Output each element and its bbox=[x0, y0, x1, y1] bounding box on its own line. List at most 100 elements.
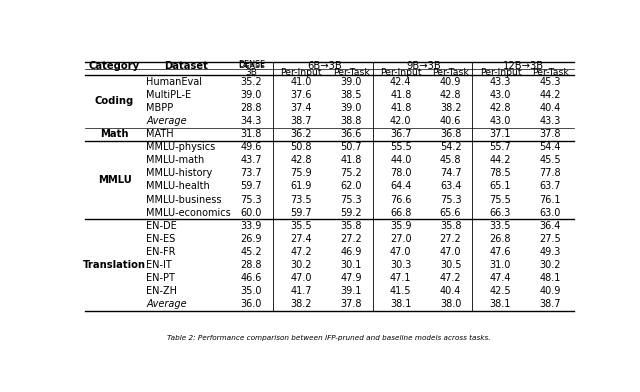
Text: Per-Task: Per-Task bbox=[532, 68, 568, 77]
Text: 44.2: 44.2 bbox=[490, 155, 511, 165]
Text: 38.0: 38.0 bbox=[440, 299, 461, 309]
Text: 47.0: 47.0 bbox=[291, 273, 312, 283]
Text: 30.2: 30.2 bbox=[291, 260, 312, 270]
Text: MMLU-economics: MMLU-economics bbox=[146, 208, 231, 218]
Text: 73.5: 73.5 bbox=[291, 194, 312, 205]
Text: 43.0: 43.0 bbox=[490, 90, 511, 100]
Text: 30.5: 30.5 bbox=[440, 260, 461, 270]
Text: 65.1: 65.1 bbox=[490, 181, 511, 191]
Text: 40.6: 40.6 bbox=[440, 116, 461, 126]
Text: 65.6: 65.6 bbox=[440, 208, 461, 218]
Text: 77.8: 77.8 bbox=[540, 168, 561, 178]
Text: 60.0: 60.0 bbox=[241, 208, 262, 218]
Text: EN-FR: EN-FR bbox=[146, 247, 175, 257]
Text: 35.8: 35.8 bbox=[340, 221, 362, 230]
Text: 28.8: 28.8 bbox=[241, 260, 262, 270]
Text: Per-Task: Per-Task bbox=[432, 68, 469, 77]
Text: 38.2: 38.2 bbox=[440, 103, 461, 113]
Text: Math: Math bbox=[100, 129, 129, 139]
Text: 39.0: 39.0 bbox=[241, 90, 262, 100]
Text: 47.6: 47.6 bbox=[490, 247, 511, 257]
Text: 38.2: 38.2 bbox=[291, 299, 312, 309]
Text: 35.9: 35.9 bbox=[390, 221, 412, 230]
Text: EN-PT: EN-PT bbox=[146, 273, 175, 283]
Text: 37.8: 37.8 bbox=[540, 129, 561, 139]
Text: 31.0: 31.0 bbox=[490, 260, 511, 270]
Text: 33.9: 33.9 bbox=[241, 221, 262, 230]
Text: Category: Category bbox=[89, 61, 140, 71]
Text: Coding: Coding bbox=[95, 96, 134, 106]
Text: 26.8: 26.8 bbox=[490, 234, 511, 244]
Text: EN-IT: EN-IT bbox=[146, 260, 172, 270]
Text: 27.5: 27.5 bbox=[540, 234, 561, 244]
Text: 45.5: 45.5 bbox=[540, 155, 561, 165]
Text: 40.4: 40.4 bbox=[440, 286, 461, 296]
Text: 43.7: 43.7 bbox=[241, 155, 262, 165]
Text: EN-ES: EN-ES bbox=[146, 234, 175, 244]
Text: 55.5: 55.5 bbox=[390, 142, 412, 152]
Text: 41.8: 41.8 bbox=[340, 155, 362, 165]
Text: 36.7: 36.7 bbox=[390, 129, 412, 139]
Text: 42.8: 42.8 bbox=[440, 90, 461, 100]
Text: 73.7: 73.7 bbox=[241, 168, 262, 178]
Text: Per-Input: Per-Input bbox=[280, 68, 322, 77]
Text: 44.2: 44.2 bbox=[540, 90, 561, 100]
Text: 41.8: 41.8 bbox=[390, 103, 412, 113]
Text: 45.8: 45.8 bbox=[440, 155, 461, 165]
Text: 47.0: 47.0 bbox=[440, 247, 461, 257]
Text: 6B→3B: 6B→3B bbox=[307, 61, 342, 71]
Text: 30.1: 30.1 bbox=[340, 260, 362, 270]
Text: 30.3: 30.3 bbox=[390, 260, 412, 270]
Text: 78.5: 78.5 bbox=[490, 168, 511, 178]
Text: 43.3: 43.3 bbox=[490, 77, 511, 87]
Text: 41.5: 41.5 bbox=[390, 286, 412, 296]
Text: 12B→3B: 12B→3B bbox=[503, 61, 544, 71]
Text: 3B: 3B bbox=[246, 68, 257, 77]
Text: 35.5: 35.5 bbox=[291, 221, 312, 230]
Text: 38.1: 38.1 bbox=[490, 299, 511, 309]
Text: MBPP: MBPP bbox=[146, 103, 173, 113]
Text: 63.4: 63.4 bbox=[440, 181, 461, 191]
Text: 36.0: 36.0 bbox=[241, 299, 262, 309]
Text: 64.4: 64.4 bbox=[390, 181, 412, 191]
Text: 26.9: 26.9 bbox=[241, 234, 262, 244]
Text: 45.2: 45.2 bbox=[241, 247, 262, 257]
Text: 59.7: 59.7 bbox=[241, 181, 262, 191]
Text: 36.4: 36.4 bbox=[540, 221, 561, 230]
Text: 41.8: 41.8 bbox=[390, 90, 412, 100]
Text: 76.6: 76.6 bbox=[390, 194, 412, 205]
Text: Per-Input: Per-Input bbox=[479, 68, 521, 77]
Text: 36.8: 36.8 bbox=[440, 129, 461, 139]
Text: 33.5: 33.5 bbox=[490, 221, 511, 230]
Text: 28.8: 28.8 bbox=[241, 103, 262, 113]
Text: 38.5: 38.5 bbox=[340, 90, 362, 100]
Text: 42.4: 42.4 bbox=[390, 77, 412, 87]
Text: 47.0: 47.0 bbox=[390, 247, 412, 257]
Text: 47.2: 47.2 bbox=[440, 273, 461, 283]
Text: 75.3: 75.3 bbox=[340, 194, 362, 205]
Text: 37.4: 37.4 bbox=[291, 103, 312, 113]
Text: EN-DE: EN-DE bbox=[146, 221, 177, 230]
Text: 35.2: 35.2 bbox=[241, 77, 262, 87]
Text: 59.7: 59.7 bbox=[291, 208, 312, 218]
Text: 59.2: 59.2 bbox=[340, 208, 362, 218]
Text: HumanEval: HumanEval bbox=[146, 77, 202, 87]
Text: 38.1: 38.1 bbox=[390, 299, 412, 309]
Text: 41.7: 41.7 bbox=[291, 286, 312, 296]
Text: 63.7: 63.7 bbox=[540, 181, 561, 191]
Text: 37.6: 37.6 bbox=[291, 90, 312, 100]
Text: 78.0: 78.0 bbox=[390, 168, 412, 178]
Text: 49.3: 49.3 bbox=[540, 247, 561, 257]
Text: 40.9: 40.9 bbox=[540, 286, 561, 296]
Text: 47.4: 47.4 bbox=[490, 273, 511, 283]
Text: 31.8: 31.8 bbox=[241, 129, 262, 139]
Text: 75.3: 75.3 bbox=[241, 194, 262, 205]
Text: 46.6: 46.6 bbox=[241, 273, 262, 283]
Text: Table 2: Performance comparison between IFP-pruned and baseline models across ta: Table 2: Performance comparison between … bbox=[168, 335, 491, 341]
Text: Average: Average bbox=[146, 116, 187, 126]
Text: 27.2: 27.2 bbox=[340, 234, 362, 244]
Text: 48.1: 48.1 bbox=[540, 273, 561, 283]
Text: 30.2: 30.2 bbox=[540, 260, 561, 270]
Text: Per-Task: Per-Task bbox=[333, 68, 369, 77]
Text: 44.0: 44.0 bbox=[390, 155, 412, 165]
